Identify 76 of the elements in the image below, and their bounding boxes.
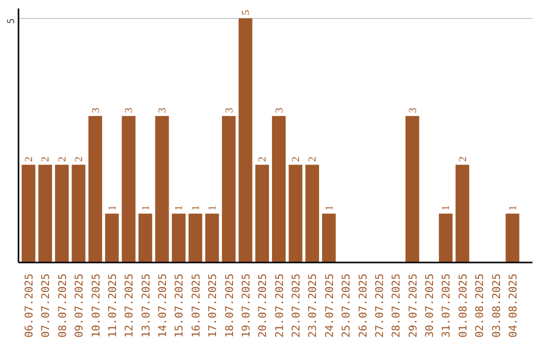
- x-tick-label: 06.07.2025: [22, 274, 36, 338]
- data-label: 2: [74, 156, 86, 162]
- x-tick-label: 18.07.2025: [222, 274, 236, 338]
- bar: [88, 116, 102, 262]
- data-label: 1: [208, 205, 219, 211]
- x-tick-label: 28.07.2025: [390, 274, 403, 338]
- data-label: 2: [308, 156, 319, 162]
- x-tick-label: 11.07.2025: [106, 274, 119, 338]
- bar: [72, 164, 86, 262]
- x-tick-label: 20.07.2025: [256, 274, 270, 338]
- data-label: 3: [90, 108, 102, 113]
- x-tick-label: 17.07.2025: [206, 274, 220, 338]
- x-tick-label: 25.07.2025: [340, 274, 353, 338]
- data-label: 3: [224, 108, 236, 113]
- bar: [222, 116, 236, 262]
- bar: [172, 214, 186, 262]
- bar: [305, 164, 320, 262]
- x-tick-label: 08.07.2025: [56, 274, 69, 338]
- bar: [38, 164, 52, 262]
- data-label: 3: [158, 108, 169, 113]
- bar: [406, 116, 420, 262]
- bar: [205, 214, 219, 262]
- bar: [22, 164, 36, 262]
- data-label: 2: [24, 156, 36, 162]
- bar: [322, 214, 336, 262]
- x-tick-label: 03.08.2025: [490, 274, 503, 338]
- data-label: 1: [508, 205, 519, 211]
- x-tick-label: 26.07.2025: [356, 274, 370, 338]
- x-tick-label: 27.07.2025: [372, 274, 386, 338]
- data-label: 2: [458, 156, 469, 162]
- bar: [238, 18, 252, 262]
- x-tick-label: 30.07.2025: [423, 274, 436, 338]
- data-label: 1: [174, 205, 186, 211]
- data-label: 3: [274, 108, 286, 113]
- x-tick-label: 02.08.2025: [473, 274, 486, 338]
- x-tick-label: 21.07.2025: [272, 274, 286, 338]
- x-tick-label: 12.07.2025: [122, 274, 136, 338]
- x-tick-label: 01.08.2025: [456, 274, 470, 338]
- x-tick-label: 23.07.2025: [306, 274, 320, 338]
- bar: [288, 164, 302, 262]
- x-tick-label: 15.07.2025: [172, 274, 186, 338]
- data-label: 2: [258, 156, 269, 162]
- bar: [188, 214, 202, 262]
- bar: [456, 164, 470, 262]
- bar: [155, 116, 169, 262]
- bar: [122, 116, 136, 262]
- bar: [105, 214, 119, 262]
- x-tick-label: 07.07.2025: [39, 274, 52, 338]
- data-label: 1: [441, 205, 452, 211]
- x-tick-label: 14.07.2025: [156, 274, 170, 338]
- data-label: 1: [190, 205, 202, 211]
- x-tick-label: 09.07.2025: [72, 274, 86, 338]
- data-label: 5: [240, 10, 252, 16]
- x-tick-label: 10.07.2025: [89, 274, 102, 338]
- data-label: 1: [140, 205, 152, 211]
- data-label: 3: [408, 108, 419, 113]
- x-tick-label: 22.07.2025: [290, 274, 303, 338]
- data-label: 1: [107, 205, 118, 211]
- data-label: 2: [291, 156, 302, 162]
- x-tick-label: 24.07.2025: [322, 274, 336, 338]
- data-label: 2: [57, 156, 68, 162]
- bar: [438, 214, 453, 262]
- x-tick-label: 04.08.2025: [506, 274, 520, 338]
- x-tick-label: 19.07.2025: [239, 274, 252, 338]
- bar: [272, 116, 286, 262]
- data-label: 1: [324, 205, 336, 211]
- bar: [506, 214, 520, 262]
- bar: [255, 164, 269, 262]
- x-tick-label: 13.07.2025: [139, 274, 152, 338]
- x-tick-label: 29.07.2025: [406, 274, 420, 338]
- bar: [138, 214, 152, 262]
- data-label: 2: [40, 156, 52, 162]
- x-tick-label: 16.07.2025: [189, 274, 202, 338]
- x-tick-label: 31.07.2025: [440, 274, 453, 338]
- data-label: 3: [124, 108, 136, 113]
- bar: [55, 164, 69, 262]
